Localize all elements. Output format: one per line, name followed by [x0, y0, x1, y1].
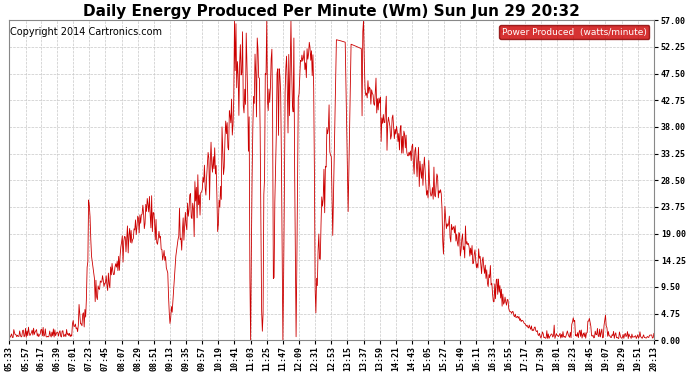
Title: Daily Energy Produced Per Minute (Wm) Sun Jun 29 20:32: Daily Energy Produced Per Minute (Wm) Su… [83, 4, 580, 19]
Text: Copyright 2014 Cartronics.com: Copyright 2014 Cartronics.com [10, 27, 162, 37]
Legend: Power Produced  (watts/minute): Power Produced (watts/minute) [499, 25, 649, 39]
